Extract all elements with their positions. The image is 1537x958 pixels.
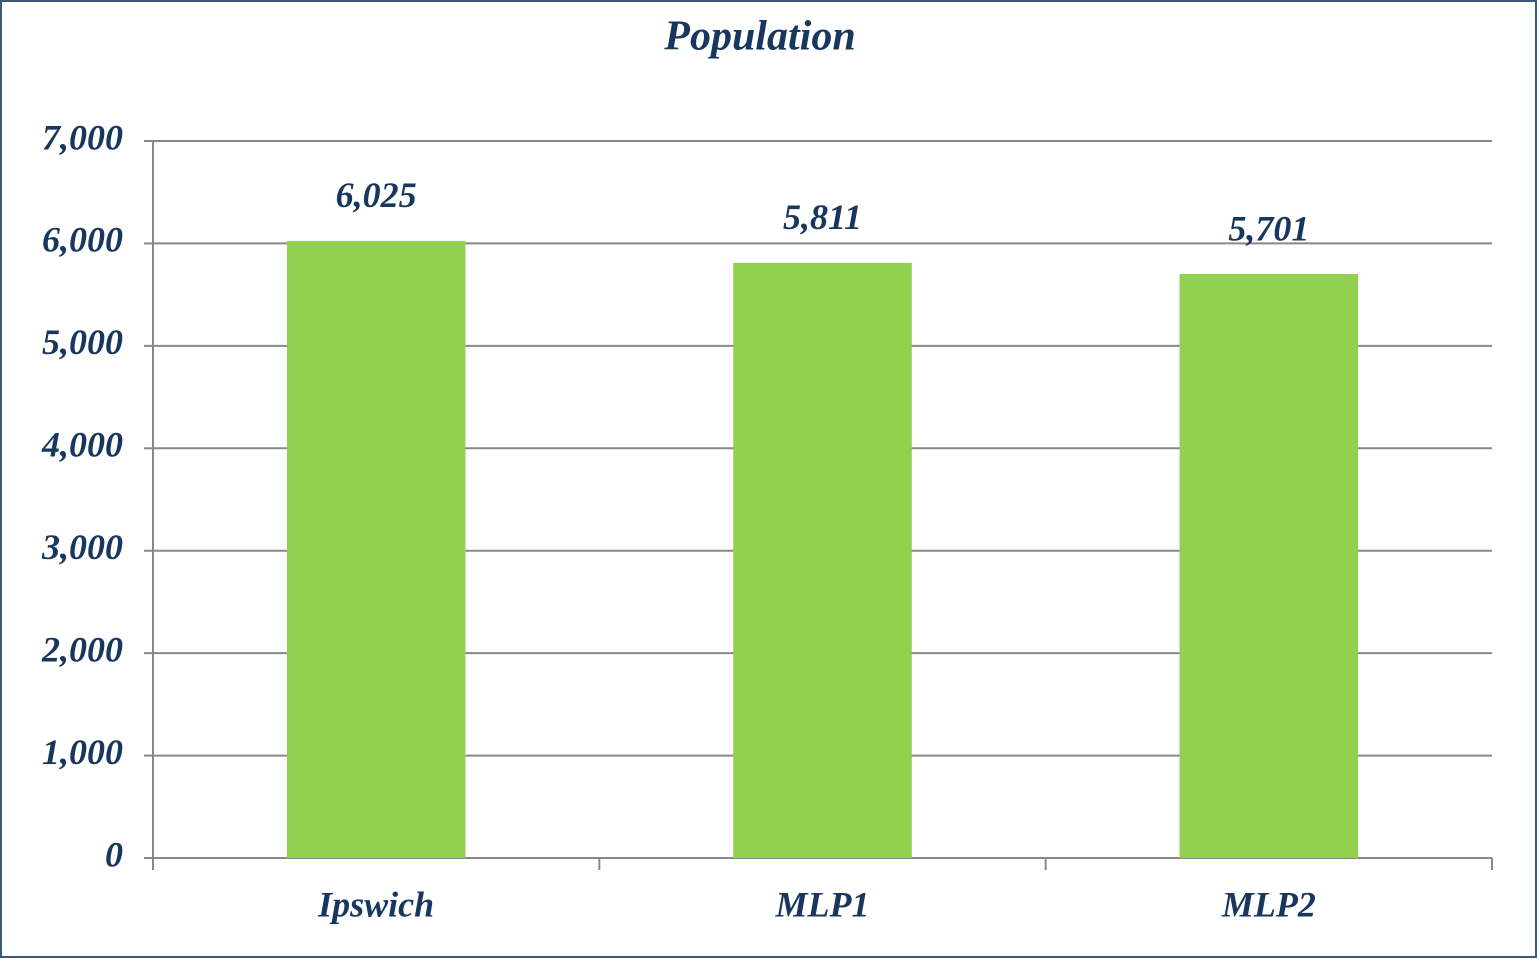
data-label: 6,025 bbox=[336, 175, 417, 215]
y-tick-label: 0 bbox=[105, 834, 123, 874]
bar bbox=[733, 262, 912, 858]
x-tick-label: MLP2 bbox=[1221, 884, 1316, 924]
y-tick-label: 1,000 bbox=[42, 732, 123, 772]
y-tick-label: 3,000 bbox=[41, 527, 123, 567]
chart-title: Population bbox=[663, 14, 855, 60]
x-tick-label: Ipswich bbox=[317, 884, 434, 924]
y-tick-label: 6,000 bbox=[42, 220, 123, 260]
y-tick-label: 2,000 bbox=[41, 629, 123, 669]
bar bbox=[1179, 274, 1359, 859]
x-tick-label: MLP1 bbox=[775, 884, 870, 924]
y-tick-label: 5,000 bbox=[42, 322, 123, 362]
bar bbox=[286, 240, 466, 858]
y-tick-label: 4,000 bbox=[41, 425, 123, 465]
data-label: 5,701 bbox=[1228, 208, 1309, 248]
y-tick-label: 7,000 bbox=[42, 117, 123, 157]
data-label: 5,811 bbox=[783, 197, 862, 237]
